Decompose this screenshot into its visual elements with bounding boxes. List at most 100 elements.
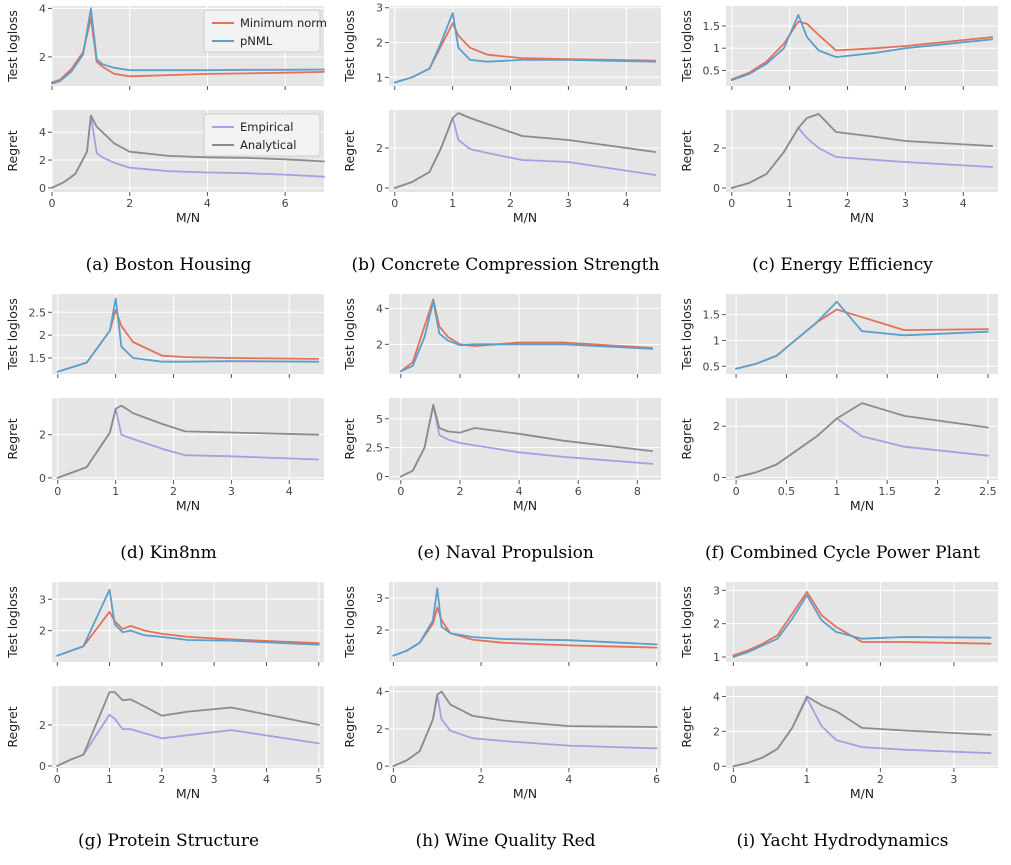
y-tick-label: 2 — [713, 142, 720, 155]
x-tick-label: 2 — [170, 485, 177, 498]
x-tick-label: 8 — [634, 485, 641, 498]
x-tick-label: 0 — [728, 197, 735, 210]
x-axis-title: M/N — [850, 210, 874, 225]
y-tick-label: 1.5 — [703, 20, 721, 33]
y-tick-label: 4 — [376, 686, 383, 699]
chart-panel: 0.5 1 1.5 Test logloss 0 2 0 1 2 3 4 Regret M/N (c) E… — [674, 0, 1011, 288]
chart-svg: 2 4 Test logloss Minimum norm pNML 0 2 4 0 2 4 6 Reg… — [5, 2, 327, 225]
y-tick-label: 3 — [376, 592, 383, 605]
x-tick-label: 4 — [204, 197, 211, 210]
x-tick-label: 0 — [730, 773, 737, 786]
chart-panel: 2 4 Test logloss 0 2.5 5 0 2 4 6 8 Regret M/N (e) Nav… — [337, 288, 674, 576]
x-axis-title: M/N — [513, 498, 537, 513]
y-tick-label: 2 — [39, 429, 46, 442]
y-axis-title-test-logloss: Test logloss — [5, 10, 20, 83]
x-tick-label: 0 — [390, 773, 397, 786]
x-tick-label: 5 — [315, 773, 322, 786]
subfigure-caption: (h) Wine Quality Red — [415, 831, 596, 851]
x-tick-label: 4 — [623, 197, 630, 210]
series-line-pnml — [732, 594, 992, 658]
y-axis-title-test-logloss: Test logloss — [5, 586, 20, 659]
series-line-analytical — [735, 402, 989, 479]
y-tick-label: 3 — [376, 2, 383, 15]
series-line-analytical — [730, 113, 994, 189]
y-axis-title-test-logloss: Test logloss — [342, 586, 357, 659]
legend-label: pNML — [240, 34, 273, 48]
chart-panel: 2 3 Test logloss 0 2 4 0 2 4 6 Regret M/N (h) Wine Q… — [337, 576, 674, 864]
y-tick-label: 4 — [713, 690, 720, 703]
x-axis-title: M/N — [176, 786, 200, 801]
y-axis-title-test-logloss: Test logloss — [342, 298, 357, 371]
legend-label: Analytical — [240, 138, 296, 152]
y-axis-title-regret: Regret — [679, 418, 694, 459]
y-tick-label: 2 — [376, 338, 383, 351]
y-tick-label: 2.5 — [29, 306, 47, 319]
x-tick-label: 1 — [106, 773, 113, 786]
plot-area — [389, 6, 661, 86]
x-tick-label: 2 — [844, 197, 851, 210]
y-axis-title-regret: Regret — [679, 130, 694, 171]
series-line-pnml — [56, 297, 320, 373]
y-axis-title-test-logloss: Test logloss — [679, 586, 694, 659]
x-tick-label: 6 — [282, 197, 289, 210]
y-tick-label: 2 — [39, 625, 46, 638]
x-tick-label: 0 — [397, 485, 404, 498]
y-tick-label: 0.5 — [703, 64, 721, 77]
series-line-analytical — [56, 691, 320, 767]
y-tick-label: 2 — [376, 624, 383, 637]
x-tick-label: 4 — [286, 485, 293, 498]
y-axis-title-regret: Regret — [342, 418, 357, 459]
series-line-analytical — [393, 112, 657, 189]
plot-area — [726, 6, 998, 86]
plot-area — [52, 582, 324, 662]
chart-panel: 1 2 3 Test logloss 0 2 4 0 1 2 3 Regret M/N (i) Yacht… — [674, 576, 1011, 864]
x-tick-label: 0 — [391, 197, 398, 210]
x-tick-label: 3 — [902, 197, 909, 210]
y-axis-title-regret: Regret — [342, 130, 357, 171]
series-line-minimum-norm — [732, 591, 992, 657]
series-line-pnml — [56, 588, 320, 657]
y-axis-title-test-logloss: Test logloss — [342, 10, 357, 83]
plot-area — [726, 582, 998, 662]
x-tick-label: 3 — [228, 485, 235, 498]
subfigure-caption: (e) Naval Propulsion — [417, 543, 594, 563]
x-tick-label: 3 — [565, 197, 572, 210]
x-tick-label: 1.5 — [878, 485, 896, 498]
series-line-pnml — [393, 12, 657, 84]
x-tick-label: 6 — [653, 773, 660, 786]
x-tick-label: 2 — [478, 773, 485, 786]
y-tick-label: 2 — [376, 142, 383, 155]
y-tick-label: 1 — [713, 334, 720, 347]
y-tick-label: 2 — [713, 420, 720, 433]
series-line-analytical — [392, 690, 658, 768]
chart-panel: 2 4 Test logloss Minimum norm pNML 0 2 4 0 2 4 6 Reg… — [0, 0, 337, 288]
y-axis-title-regret: Regret — [342, 706, 357, 747]
series-line-pnml — [51, 7, 325, 85]
series-line-pnml — [730, 13, 994, 82]
x-tick-label: 6 — [575, 485, 582, 498]
x-tick-label: 0.5 — [778, 485, 796, 498]
x-axis-title: M/N — [513, 210, 537, 225]
y-tick-label: 1.5 — [29, 352, 47, 365]
y-axis-title-test-logloss: Test logloss — [679, 298, 694, 371]
legend-label: Empirical — [240, 120, 293, 134]
chart-svg: 2 3 Test logloss 0 2 0 1 2 3 4 5 Regret M/N — [5, 582, 324, 801]
y-tick-label: 2 — [39, 154, 46, 167]
chart-svg: 1.5 2 2.5 Test logloss 0 2 0 1 2 3 4 Regret M/N — [5, 294, 324, 513]
x-tick-label: 1 — [449, 197, 456, 210]
y-tick-label: 5 — [376, 413, 383, 426]
chart-svg: 1 2 3 Test logloss 0 2 4 0 1 2 3 Regret M/N — [679, 582, 998, 801]
series-line-minimum-norm — [51, 17, 325, 84]
series-line-analytical — [732, 695, 992, 768]
subfigure-caption: (c) Energy Efficiency — [752, 255, 933, 275]
y-tick-label: 2 — [39, 51, 46, 64]
series-line-pnml — [735, 300, 989, 370]
plot-area — [389, 582, 661, 662]
chart-svg: 0.5 1 1.5 Test logloss 0 2 0 1 2 3 4 Regret M/N — [679, 6, 998, 225]
y-tick-label: 2 — [713, 618, 720, 631]
x-tick-label: 2 — [934, 485, 941, 498]
y-axis-title-regret: Regret — [5, 706, 20, 747]
y-tick-label: 3 — [713, 584, 720, 597]
chart-svg: 2 3 Test logloss 0 2 4 0 2 4 6 Regret M/N — [342, 582, 661, 801]
